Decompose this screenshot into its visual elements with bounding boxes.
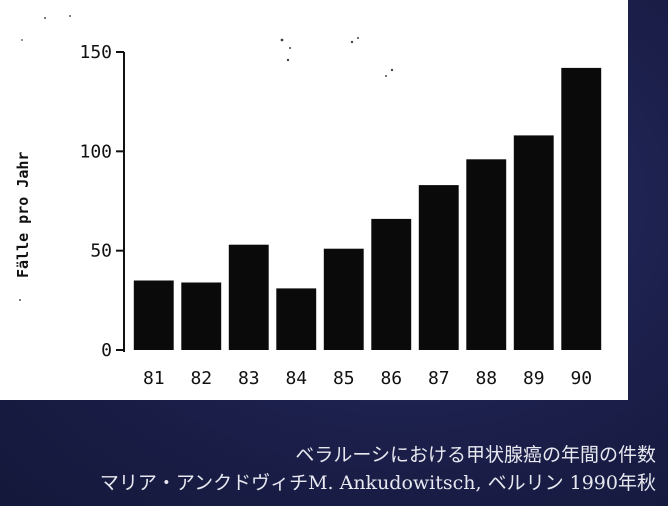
bar-chart: 0 50 100 150 81 82 83 84 85 86 87 88 89 90 Fälle pro…: [14, 15, 602, 389]
x-tick-label-82: 82: [190, 368, 212, 389]
x-tick-label-83: 83: [238, 368, 260, 389]
bar-89: [513, 135, 554, 350]
caption-title: ベラルーシにおける甲状腺癌の年間の件数: [295, 444, 656, 466]
chart-scan: 0 50 100 150 81 82 83 84 85 86 87 88 89 90 Fälle pro…: [14, 15, 602, 389]
bar-88: [466, 159, 507, 350]
y-tick-label-50: 50: [90, 241, 112, 262]
bar-83: [228, 244, 269, 350]
caption-source: マリア・アンクドヴィチM. Ankudowitsch, ベルリン 1990年秋: [99, 472, 656, 494]
x-tick-label-86: 86: [380, 368, 402, 389]
y-tick-label-0: 0: [101, 340, 112, 361]
y-tick-label-150: 150: [79, 42, 112, 63]
bar-90: [561, 67, 602, 351]
x-tick-label-88: 88: [475, 368, 497, 389]
y-tick-label-100: 100: [79, 141, 112, 162]
x-tick-label-81: 81: [143, 368, 165, 389]
chart-bars: [133, 67, 602, 351]
x-tick-label-89: 89: [523, 368, 545, 389]
bar-82: [181, 282, 222, 350]
bar-87: [418, 185, 459, 350]
x-tick-label-84: 84: [285, 368, 307, 389]
bar-84: [276, 288, 317, 350]
x-axis-ticks: 81 82 83 84 85 86 87 88 89 90: [143, 368, 592, 389]
x-tick-label-90: 90: [570, 368, 592, 389]
scan-speckles: [19, 15, 600, 301]
y-axis-ticks: 0 50 100 150: [79, 42, 124, 361]
y-axis-label: Fälle pro Jahr: [14, 152, 32, 278]
x-tick-label-85: 85: [333, 368, 355, 389]
x-tick-label-87: 87: [428, 368, 450, 389]
bar-81: [133, 280, 174, 350]
bar-86: [371, 218, 412, 350]
bar-85: [323, 248, 364, 350]
